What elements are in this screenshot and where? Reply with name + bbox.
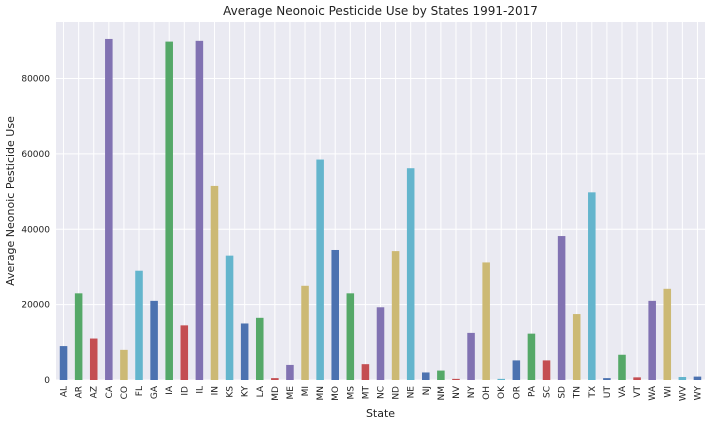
x-tick-label: OH xyxy=(482,386,492,400)
y-tick-label: 80000 xyxy=(21,75,50,85)
x-tick-label: CA xyxy=(105,385,115,398)
bar-la xyxy=(255,317,264,380)
bar-va xyxy=(618,354,626,380)
y-tick-label: 20000 xyxy=(21,301,50,311)
x-tick-label: AR xyxy=(75,386,85,398)
bar-ny xyxy=(467,332,475,380)
x-tick-label: SD xyxy=(558,386,568,399)
x-tick-label: SC xyxy=(543,386,553,398)
x-tick-label: UT xyxy=(603,386,613,399)
bar-al xyxy=(59,346,68,380)
x-tick-label: NV xyxy=(452,385,462,399)
y-tick-labels: 0 20000 40000 60000 80000 xyxy=(21,75,50,386)
bar-tn xyxy=(572,314,581,380)
bar-nj xyxy=(422,372,430,380)
bar-wv xyxy=(678,376,687,380)
bar-mo xyxy=(331,249,339,380)
x-tick-label: MD xyxy=(271,386,281,401)
x-tick-label: OK xyxy=(497,385,507,399)
x-tick-label: MS xyxy=(346,386,356,400)
bar-id xyxy=(180,325,189,380)
bar-ar xyxy=(74,293,83,380)
bar-fl xyxy=(135,270,143,380)
bar-ky xyxy=(240,323,249,380)
x-tick-label: NC xyxy=(377,386,387,399)
bar-md xyxy=(271,378,279,380)
bar-wi xyxy=(663,288,672,380)
bar-ia xyxy=(165,41,173,380)
x-tick-label: ND xyxy=(392,386,402,400)
x-tick-label: KY xyxy=(241,386,251,398)
bar-mn xyxy=(316,159,324,380)
x-tick-label: KS xyxy=(226,386,236,398)
x-tick-label: WA xyxy=(648,385,658,400)
x-tick-label: CO xyxy=(120,386,130,399)
bar-ga xyxy=(150,300,158,380)
x-tick-label: ID xyxy=(180,386,190,396)
bar-mi xyxy=(301,285,309,380)
y-axis-label: Average Neonoic Pesticide Use xyxy=(4,116,17,286)
y-tick-label: 40000 xyxy=(21,225,50,235)
bar-ks xyxy=(225,255,234,380)
x-tick-label: NM xyxy=(437,386,447,401)
y-tick-label: 0 xyxy=(44,376,50,386)
bar-sc xyxy=(542,360,551,380)
x-tick-label: AZ xyxy=(90,386,100,398)
bar-ok xyxy=(497,378,506,380)
bar-nv xyxy=(452,378,460,380)
x-tick-label: IA xyxy=(165,385,175,395)
x-tick-label: MT xyxy=(361,386,371,400)
x-tick-label: IL xyxy=(195,386,205,394)
bar-mt xyxy=(361,364,370,380)
bar-ca xyxy=(105,38,113,381)
bar-ut xyxy=(603,378,611,380)
bar-or xyxy=(512,360,521,380)
x-tick-label: VA xyxy=(618,385,628,398)
x-tick-label: TN xyxy=(573,386,583,399)
bar-tx xyxy=(588,192,596,380)
x-tick-label: MN xyxy=(316,386,326,401)
x-tick-label: FL xyxy=(135,386,145,396)
x-tick-label: MO xyxy=(331,386,341,401)
y-tick-label: 60000 xyxy=(21,150,50,160)
bar-oh xyxy=(482,262,490,380)
x-tick-label: NE xyxy=(407,386,417,399)
bar-nm xyxy=(437,370,445,380)
x-tick-label: NJ xyxy=(422,386,432,395)
x-tick-label: IN xyxy=(210,386,220,395)
x-tick-label: LA xyxy=(256,385,266,397)
x-tick-label: WV xyxy=(678,385,688,401)
bar-ne xyxy=(406,168,415,380)
bar-vt xyxy=(633,377,641,380)
bar-az xyxy=(89,338,98,380)
x-tick-label: OR xyxy=(512,386,522,399)
bar-sd xyxy=(557,236,566,380)
bar-il xyxy=(195,40,204,381)
x-tick-labels: AL AR AZ CA CO FL GA IA ID IL IN KS KY LA MD ME MI MN MO MS… xyxy=(60,385,704,401)
x-tick-label: WI xyxy=(663,386,673,398)
bar-wa xyxy=(648,300,656,380)
bar-pa xyxy=(527,333,536,380)
bar-me xyxy=(286,364,294,380)
x-tick-label: WY xyxy=(693,386,703,401)
x-tick-label: ME xyxy=(286,386,296,400)
x-tick-label: VT xyxy=(633,385,643,397)
bar-nd xyxy=(391,251,400,380)
x-axis-label: State xyxy=(366,407,395,420)
x-tick-label: MI xyxy=(301,386,311,396)
chart-title: Average Neonoic Pesticide Use by States … xyxy=(223,4,538,18)
x-tick-label: AL xyxy=(60,386,70,397)
bar-nc xyxy=(376,307,385,380)
bar-wy xyxy=(693,376,702,380)
bar-ms xyxy=(346,293,355,380)
bar-in xyxy=(210,185,219,380)
x-tick-label: GA xyxy=(150,385,160,399)
x-tick-label: NY xyxy=(467,386,477,399)
bars xyxy=(59,38,702,381)
x-tick-label: TX xyxy=(588,386,598,399)
bar-co xyxy=(120,349,128,380)
x-tick-label: PA xyxy=(527,385,537,397)
